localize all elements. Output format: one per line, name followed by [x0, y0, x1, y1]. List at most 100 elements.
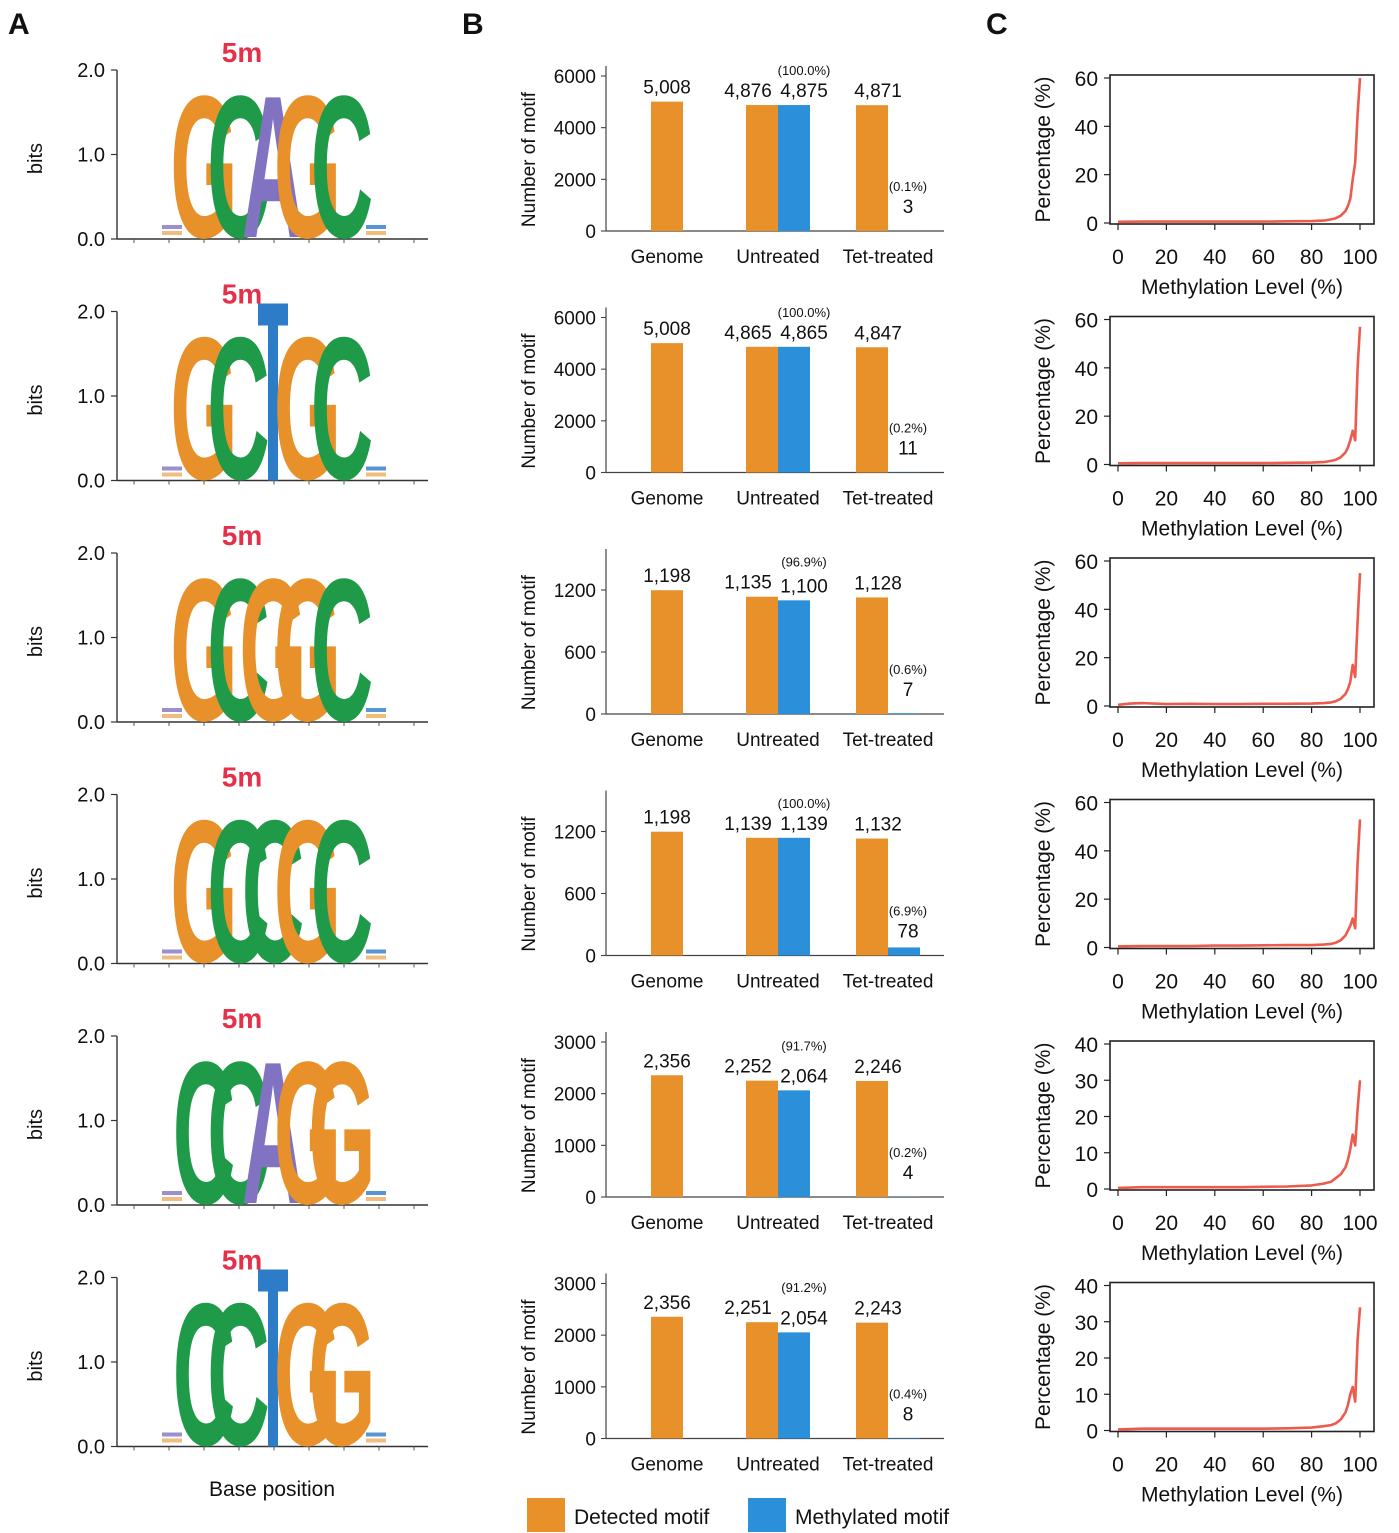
bar-methylated-percent: (0.2%) [889, 421, 927, 436]
logo-y-tick-label: 0.0 [77, 471, 105, 493]
bar-y-tick-label: 0 [585, 705, 596, 726]
line-x-tick-label: 0 [1112, 488, 1124, 511]
line-x-tick-label: 100 [1342, 246, 1377, 269]
bar-detected-value: 1,128 [854, 573, 902, 594]
bar-detected-value: 1,132 [854, 815, 902, 836]
bar-methylated-percent: (0.4%) [889, 1387, 927, 1402]
bar-chart-4: 0 600 1200 Number of motif Genome 1,198 Untrea… [519, 790, 944, 993]
logo-minor-letter [162, 1438, 182, 1443]
bar-detected [856, 597, 888, 714]
bar-detected [856, 105, 888, 231]
line-x-axis-label: Methylation Level (%) [1141, 518, 1343, 541]
line-x-tick-label: 80 [1300, 246, 1323, 269]
line-y-tick-label: 40 [1075, 599, 1098, 622]
logo-letter-c: C [207, 779, 270, 1005]
line-y-tick-label: 0 [1086, 696, 1098, 719]
modification-label: 5m [222, 1245, 262, 1276]
line-y-tick-label: 20 [1075, 165, 1098, 188]
bar-y-tick-label: 6000 [554, 309, 596, 330]
bar-detected-value: 2,356 [643, 1293, 691, 1314]
line-y-tick-label: 30 [1075, 1312, 1098, 1335]
line-y-tick-label: 60 [1075, 310, 1098, 333]
logo-minor-letter [162, 231, 182, 235]
line-y-tick-label: 0 [1086, 455, 1098, 478]
bar-methylated-percent: (100.0%) [778, 305, 831, 320]
bar-y-axis-label: Number of motif [519, 333, 540, 469]
panel-label-c: C [986, 8, 1008, 41]
modification-label: 5m [222, 1003, 262, 1034]
line-x-tick-label: 60 [1252, 1454, 1275, 1477]
logo-minor-letter [366, 231, 386, 235]
line-y-tick-label: 20 [1075, 648, 1098, 671]
bar-y-tick-label: 2000 [554, 170, 596, 191]
bar-detected [856, 1080, 888, 1197]
bar-detected-value: 4,876 [724, 81, 772, 102]
bar-category-label: Untreated [736, 489, 819, 510]
bar-y-tick-label: 1000 [554, 1136, 596, 1157]
bar-y-tick-label: 2000 [554, 412, 596, 433]
line-series [1117, 1307, 1362, 1431]
bar-category-label: Tet-treated [843, 972, 934, 993]
line-x-tick-label: 80 [1300, 1212, 1323, 1235]
bar-y-tick-label: 2000 [554, 1085, 596, 1106]
line-y-tick-label: 20 [1075, 1107, 1098, 1130]
line-y-tick-label: 20 [1075, 406, 1098, 429]
logo-minor-letter [162, 1432, 182, 1437]
bar-methylated-value: 1,139 [780, 814, 828, 835]
bar-detected [856, 347, 888, 473]
bar-methylated [778, 1090, 810, 1197]
bar-chart-5: 0 1000 2000 3000 Number of motif Genome 2,356 U… [519, 1032, 944, 1234]
line-plot-frame [1109, 1040, 1375, 1191]
bar-detected [651, 831, 683, 956]
logo-letter-a: A [242, 55, 305, 281]
logo-letter-t-bar [258, 1269, 288, 1292]
bar-detected-value: 1,139 [724, 814, 772, 835]
logo-letter-g: G [170, 55, 238, 281]
line-x-tick-label: 0 [1112, 971, 1124, 994]
line-x-tick-label: 80 [1300, 971, 1323, 994]
line-x-axis-label: Methylation Level (%) [1141, 276, 1343, 299]
logo-minor-letter [366, 1432, 386, 1437]
line-x-tick-label: 100 [1342, 971, 1377, 994]
line-x-tick-label: 80 [1300, 488, 1323, 511]
logo-minor-letter [366, 955, 386, 960]
legend-detected-swatch [527, 1498, 565, 1532]
bar-category-label: Untreated [736, 1455, 819, 1476]
bar-detected [856, 1322, 888, 1439]
logo-letter-t-bar [258, 303, 288, 326]
logo-minor-letter [162, 466, 182, 471]
line-x-tick-label: 100 [1342, 1212, 1377, 1235]
logo-letter-c: C [207, 1262, 270, 1488]
bar-methylated-percent: (0.1%) [889, 179, 927, 194]
bar-category-label: Genome [631, 1455, 704, 1476]
bar-detected [651, 590, 683, 714]
logo-y-tick-label: 1.0 [77, 869, 105, 891]
bar-y-axis-label: Number of motif [519, 1057, 540, 1193]
logo-y-axis-label: bits [25, 1350, 47, 1381]
logo-minor-letter [162, 714, 182, 718]
bar-detected-value: 4,847 [854, 323, 902, 344]
logo-y-tick-label: 1.0 [77, 1352, 105, 1374]
bar-detected-value: 5,008 [643, 78, 691, 99]
logo-minor-letter [162, 708, 182, 712]
bar-category-label: Untreated [736, 1213, 819, 1234]
bar-y-axis-label: Number of motif [519, 1299, 540, 1435]
bar-methylated-percent: (0.6%) [889, 662, 927, 677]
logo-y-tick-label: 2.0 [77, 60, 105, 82]
logo-letter-t-stem [268, 321, 278, 481]
logo-x-axis-label: Base position [209, 1478, 335, 1501]
bar-category-label: Genome [631, 1213, 704, 1234]
bar-category-label: Tet-treated [843, 1455, 934, 1476]
logo-minor-letter [162, 1191, 182, 1195]
bar-methylated [778, 346, 810, 473]
logo-letter-c: C [242, 779, 305, 1005]
logo-letter-c: C [173, 1021, 236, 1247]
logo-minor-letter [366, 1438, 386, 1443]
bar-detected [746, 346, 778, 473]
logo-y-axis-label: bits [25, 867, 47, 898]
logo-letter-g: G [170, 779, 238, 1005]
line-x-tick-label: 80 [1300, 729, 1323, 752]
